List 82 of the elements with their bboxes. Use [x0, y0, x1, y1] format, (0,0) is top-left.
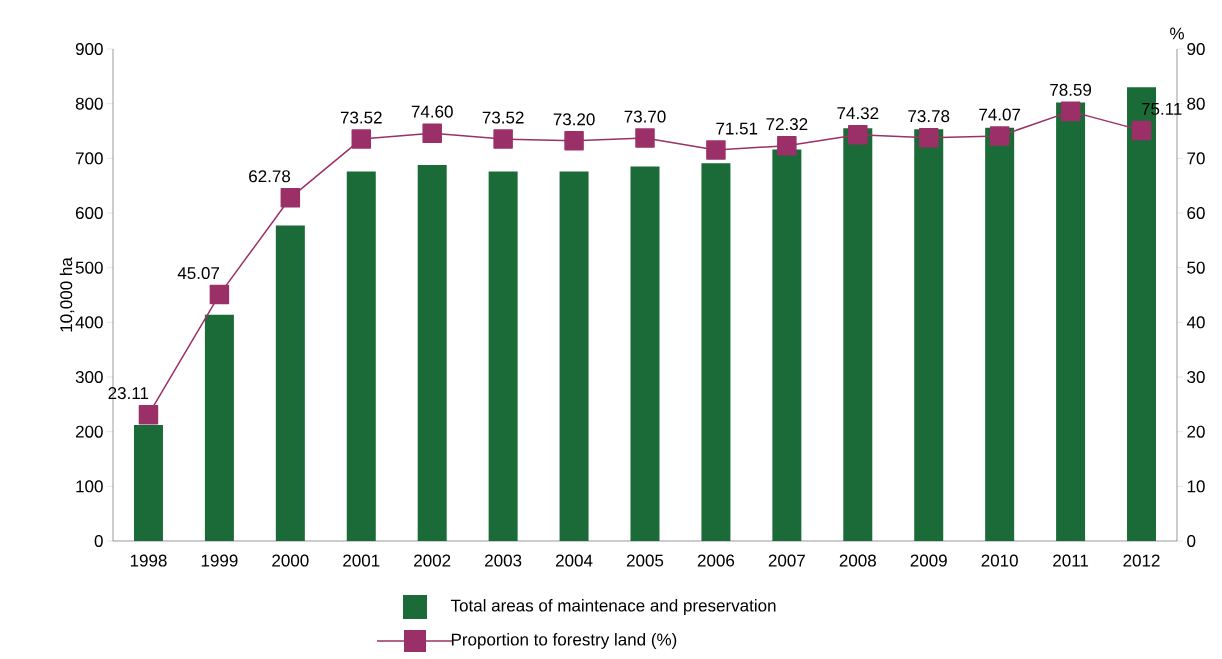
y-tick-label: 600 [75, 206, 103, 220]
x-tick-label: 2011 [1053, 554, 1089, 567]
point [1060, 101, 1081, 122]
x-tick-label: 1999 [201, 554, 238, 567]
legend-label: Proportion to forestry land (%) [451, 633, 677, 649]
y2-tick-label: 0 [1187, 534, 1196, 548]
y2-tick-label: 20 [1187, 425, 1205, 438]
point [351, 129, 372, 149]
bar [559, 171, 589, 541]
data-label: 71.51 [716, 122, 758, 135]
y-tick-label: 700 [75, 152, 103, 165]
point [209, 284, 230, 305]
point [706, 140, 726, 160]
data-label: 73.52 [482, 111, 524, 124]
bar [985, 127, 1015, 541]
x-tick-label: 2000 [272, 554, 309, 567]
x-tick-label: 2004 [556, 554, 593, 567]
bar [417, 164, 447, 541]
x-tick-label: 2002 [414, 554, 451, 567]
data-label: 74.07 [979, 108, 1021, 121]
y-tick-label: 500 [75, 261, 103, 274]
point [635, 128, 655, 148]
y-tick-label: 200 [75, 425, 103, 438]
legend-label: Total areas of maintenace and preservation [450, 599, 776, 615]
point [918, 127, 939, 148]
y2-tick-label: 70 [1187, 152, 1205, 165]
y-tick-label: 100 [76, 480, 103, 493]
x-tick-label: 2009 [910, 554, 947, 567]
y2-tick-label: 30 [1187, 370, 1205, 384]
point [989, 126, 1010, 146]
y-tick-label: 400 [75, 316, 103, 329]
x-tick-label: 2006 [697, 554, 735, 567]
data-label: 23.11 [108, 387, 149, 400]
x-tick-label: 2012 [1123, 554, 1160, 567]
x-tick-label: 2007 [768, 554, 805, 567]
bar [346, 171, 376, 541]
bar [630, 166, 660, 541]
data-label: 45.07 [177, 267, 220, 280]
y-tick-label: 800 [75, 97, 103, 110]
y2-tick-label: 40 [1186, 316, 1205, 329]
y2-tick-label: 80 [1187, 97, 1205, 110]
data-label: 72.32 [766, 118, 808, 131]
data-label: 74.32 [837, 107, 879, 120]
y-axis-title: 10,000 ha [59, 257, 75, 332]
bar [701, 163, 731, 541]
data-label: 62.78 [249, 170, 291, 183]
data-label: 73.52 [340, 111, 382, 124]
x-tick-label: 2008 [839, 554, 876, 567]
point [422, 123, 442, 143]
point [564, 131, 584, 151]
point [848, 124, 868, 145]
y2-tick-label: 10 [1187, 480, 1205, 493]
bar [488, 171, 518, 541]
x-tick-label: 2001 [343, 554, 380, 567]
x-tick-label: 1998 [130, 554, 167, 567]
bar [204, 314, 234, 541]
y-tick-label: 300 [75, 370, 103, 384]
bar [1056, 102, 1086, 541]
point [777, 135, 797, 156]
data-label: 78.59 [1050, 83, 1092, 96]
y2-tick-label: 50 [1187, 261, 1205, 274]
data-label: 73.78 [908, 110, 950, 123]
x-tick-label: 2003 [485, 554, 522, 567]
point [1131, 120, 1152, 141]
point [138, 404, 159, 425]
y2-tick-label: 90 [1187, 42, 1205, 56]
point [493, 129, 513, 149]
bar [275, 225, 305, 541]
bar [133, 425, 163, 541]
data-label: 74.60 [411, 105, 453, 118]
bar [914, 129, 944, 541]
y-tick-label: 900 [75, 42, 103, 56]
x-tick-label: 2005 [626, 554, 664, 567]
data-label: 73.70 [624, 110, 666, 123]
bar [843, 128, 873, 541]
data-label: 73.20 [553, 113, 595, 126]
y2-axis-title: % [1170, 27, 1184, 40]
bar [772, 149, 802, 541]
y2-tick-label: 60 [1187, 206, 1205, 220]
point [280, 188, 301, 208]
x-tick-label: 2010 [981, 554, 1018, 567]
y-tick-label: 0 [94, 534, 103, 548]
